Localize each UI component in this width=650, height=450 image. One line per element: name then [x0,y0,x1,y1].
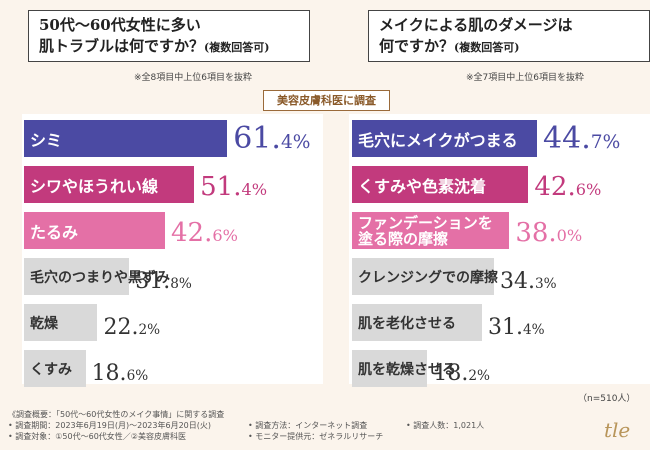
left-bar-label: 毛穴のつまりや黒ずみ [30,269,170,286]
right-bar-label: クレンジングでの摩擦 [358,269,498,286]
right-question-line2: 何ですか？ [379,37,455,55]
footer-overview: 《調査概要：「50代〜60代女性のメイク事情」に関する調査 [8,410,225,419]
left-question-line2: 肌トラブルは何ですか？ [39,37,205,55]
right-question-box: メイクによる肌のダメージは 何ですか？(複数回答可) [368,10,650,62]
left-value-label-1: 61.4% [233,121,311,156]
right-bar-label: ファンデーションを 塗る際の摩擦 [358,215,493,247]
left-bar-label: くすみ [30,361,72,378]
right-bar-5: 肌を老化させる [352,304,482,341]
footer-period: • 調査期間：2023年6月19日(月)〜2023年6月20日(火) [8,421,212,430]
right-bar-label: 肌を老化させる [358,315,456,332]
footer-provider: • モニター提供元：ゼネラルリサーチ [248,432,384,441]
right-bar-3: ファンデーションを 塗る際の摩擦 [352,212,510,249]
left-bar-label: シワやほうれい線 [30,176,159,196]
right-value-label-2: 42.6% [534,171,602,202]
footer-method: • 調査方法：インターネット調査 [248,421,368,430]
left-question-box: 50代〜60代女性に多い 肌トラブルは何ですか？(複数回答可) [28,10,310,62]
right-value-label-5: 31.4% [487,314,545,340]
right-bar-label-line1: ファンデーションを [358,213,493,232]
left-bar-6: くすみ [24,350,86,387]
right-question-suffix: (複数回答可) [454,41,520,54]
right-bar-6: 肌を乾燥させる [352,350,456,387]
left-bar-2: シワやほうれい線 [24,166,195,203]
sample-size: （n=510人） [578,394,636,404]
right-value-label-6: 18.2% [433,360,490,386]
left-bar-4: 毛穴のつまりや黒ずみ [24,258,170,295]
brand-logo: tle [604,418,631,442]
right-question-line1: メイクによる肌のダメージは [379,16,573,34]
left-bar-3: たるみ [24,212,165,249]
left-value-label-6: 18.6% [91,360,149,386]
right-bar-4: クレンジングでの摩擦 [352,258,498,295]
left-value-label-2: 51.4% [200,171,268,202]
left-bar-label: 乾燥 [30,315,58,332]
right-bar-label: くすみや色素沈着 [358,176,487,196]
survey-stamp: 美容皮膚科医に調査 [263,90,390,111]
left-note: ※全8項目中上位6項目を抜粋 [134,73,252,83]
left-question-line1: 50代〜60代女性に多い [39,16,201,34]
left-bar-5: 乾燥 [24,304,98,341]
right-bar-1: 毛穴にメイクがつまる [352,120,538,157]
left-bar-label: たるみ [30,222,79,242]
right-bar-label-line2: 塗る際の摩擦 [358,229,449,248]
left-value-label-4: 31.8% [135,268,192,294]
right-bar-label: 肌を乾燥させる [358,361,456,378]
left-value-label-3: 42.6% [171,217,238,248]
footer-target: • 調査対象：①50代〜60代女性／②美容皮膚科医 [8,432,186,441]
left-question-suffix: (複数回答可) [204,41,270,54]
right-value-label-4: 34.3% [500,268,557,294]
right-note: ※全7項目中上位6項目を抜粋 [466,73,584,83]
footer-count: • 調査人数：1,021人 [406,421,485,430]
left-bar-1: シミ [24,120,228,157]
right-bar-2: くすみや色素沈着 [352,166,529,203]
left-value-label-5: 22.2% [103,314,161,340]
left-bar-label: シミ [30,130,63,150]
right-bar-label: 毛穴にメイクがつまる [358,130,518,150]
right-value-label-3: 38.0% [515,217,583,248]
right-value-label-1: 44.7% [543,121,621,156]
